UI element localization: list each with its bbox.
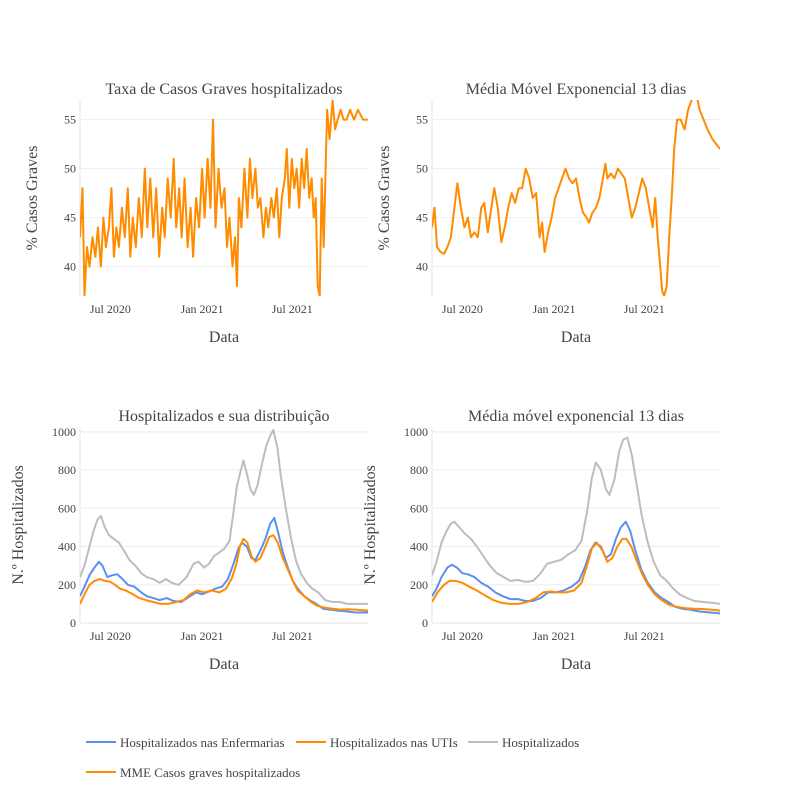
y-tick-label: 50 bbox=[64, 162, 76, 176]
y-tick-label: 0 bbox=[70, 616, 76, 630]
subplot-title: Hospitalizados e sua distribuição bbox=[118, 408, 329, 425]
y-gridlines bbox=[431, 100, 720, 296]
y-tick-label: 1000 bbox=[404, 425, 428, 439]
legend-label-utis: Hospitalizados nas UTIs bbox=[330, 735, 458, 750]
x-tick-label: Jan 2021 bbox=[181, 302, 224, 316]
legend-item-enfermarias[interactable]: Hospitalizados nas Enfermarias bbox=[86, 735, 285, 750]
x-tick-label: Jul 2020 bbox=[90, 629, 131, 643]
y-axis-label: N.º Hospitalizados bbox=[10, 465, 27, 585]
x-tick-labels: Jul 2020 Jan 2021 Jul 2021 bbox=[90, 629, 313, 643]
series-line-utis bbox=[80, 534, 368, 612]
y-axis-label: % Casos Graves bbox=[24, 146, 41, 251]
x-tick-labels: Jul 2020 Jan 2021 Jul 2021 bbox=[442, 629, 665, 643]
y-tick-label: 45 bbox=[64, 211, 76, 225]
series-layer bbox=[80, 100, 368, 296]
series-layer bbox=[80, 428, 368, 614]
y-tick-label: 55 bbox=[64, 113, 76, 127]
series-line-hospitalizados bbox=[80, 428, 368, 605]
series-line-mme bbox=[432, 100, 720, 296]
x-tick-label: Jul 2021 bbox=[624, 629, 665, 643]
y-tick-labels: 40 45 50 55 bbox=[64, 113, 76, 274]
y-tick-label: 1000 bbox=[52, 425, 76, 439]
y-tick-label: 400 bbox=[410, 540, 428, 554]
series-layer bbox=[432, 436, 720, 615]
y-axis-label: N.º Hospitalizados bbox=[362, 465, 379, 585]
y-tick-label: 400 bbox=[58, 540, 76, 554]
subplot-taxa-casos-graves: Taxa de Casos Graves hospitalizados 40 45… bbox=[24, 81, 368, 346]
legend: Hospitalizados nas Enfermarias Hospitali… bbox=[86, 735, 579, 780]
legend-label-enfermarias: Hospitalizados nas Enfermarias bbox=[120, 735, 285, 750]
legend-label-hospitalizados: Hospitalizados bbox=[502, 735, 579, 750]
subplot-title: Taxa de Casos Graves hospitalizados bbox=[105, 81, 342, 98]
x-tick-label: Jul 2021 bbox=[272, 629, 313, 643]
x-tick-label: Jan 2021 bbox=[533, 302, 576, 316]
subplot-title: Média móvel exponencial 13 dias bbox=[468, 408, 684, 425]
y-tick-label: 55 bbox=[416, 113, 428, 127]
series-line-enfermarias bbox=[432, 520, 720, 615]
subplot-title: Média Móvel Exponencial 13 dias bbox=[466, 81, 686, 98]
y-tick-label: 0 bbox=[422, 616, 428, 630]
series-line-mme bbox=[80, 100, 368, 296]
y-tick-labels: 0 200 400 600 800 1000 bbox=[404, 425, 428, 630]
legend-item-utis[interactable]: Hospitalizados nas UTIs bbox=[296, 735, 458, 750]
y-tick-label: 200 bbox=[410, 578, 428, 592]
x-tick-label: Jul 2020 bbox=[442, 629, 483, 643]
x-axis-label: Data bbox=[209, 329, 239, 346]
legend-label-mme: MME Casos graves hospitalizados bbox=[120, 765, 300, 780]
legend-item-mme[interactable]: MME Casos graves hospitalizados bbox=[86, 765, 300, 780]
x-tick-label: Jul 2020 bbox=[442, 302, 483, 316]
y-tick-label: 800 bbox=[410, 463, 428, 477]
y-gridlines bbox=[431, 428, 720, 624]
legend-item-hospitalizados[interactable]: Hospitalizados bbox=[468, 735, 579, 750]
x-axis-label: Data bbox=[561, 329, 591, 346]
x-axis-label: Data bbox=[561, 656, 591, 673]
y-tick-label: 600 bbox=[410, 501, 428, 515]
y-tick-label: 800 bbox=[58, 463, 76, 477]
y-tick-label: 200 bbox=[58, 578, 76, 592]
y-axis-label: % Casos Graves bbox=[376, 146, 393, 251]
x-tick-labels: Jul 2020 Jan 2021 Jul 2021 bbox=[90, 302, 313, 316]
x-tick-label: Jan 2021 bbox=[533, 629, 576, 643]
y-tick-label: 40 bbox=[64, 260, 76, 274]
y-tick-labels: 0 200 400 600 800 1000 bbox=[52, 425, 76, 630]
subplot-mme-taxa: Média Móvel Exponencial 13 dias 40 45 50 55… bbox=[376, 81, 720, 346]
y-tick-label: 50 bbox=[416, 162, 428, 176]
x-tick-labels: Jul 2020 Jan 2021 Jul 2021 bbox=[442, 302, 665, 316]
y-gridlines bbox=[79, 428, 368, 624]
series-line-hospitalizados bbox=[432, 436, 720, 605]
x-tick-label: Jul 2020 bbox=[90, 302, 131, 316]
x-tick-label: Jul 2021 bbox=[624, 302, 665, 316]
x-tick-label: Jul 2021 bbox=[272, 302, 313, 316]
series-layer bbox=[432, 100, 720, 296]
y-tick-label: 600 bbox=[58, 501, 76, 515]
x-tick-label: Jan 2021 bbox=[181, 629, 224, 643]
y-tick-label: 45 bbox=[416, 211, 428, 225]
x-axis-label: Data bbox=[209, 656, 239, 673]
subplot-mme-hospitalizados: Média móvel exponencial 13 dias 0 200 400 6… bbox=[362, 408, 720, 673]
series-line-utis bbox=[432, 537, 720, 612]
y-tick-label: 40 bbox=[416, 260, 428, 274]
subplot-hospitalizados: Hospitalizados e sua distribuição 0 200 40… bbox=[10, 408, 368, 673]
y-tick-labels: 40 45 50 55 bbox=[416, 113, 428, 274]
